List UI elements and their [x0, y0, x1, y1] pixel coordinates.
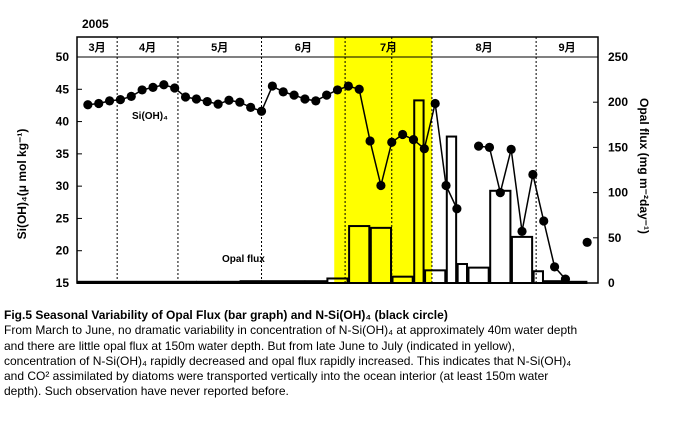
si-oh4-line-segment	[478, 145, 566, 280]
caption-line: and there are little opal flux at 150m w…	[4, 338, 515, 353]
y-left-tick-label: 25	[56, 211, 70, 225]
si-oh4-point	[267, 81, 277, 91]
y-left-axis-label: Si(OH)₄(μ mol kg⁻¹)	[15, 129, 29, 240]
si-oh4-point	[289, 90, 299, 100]
axes: 3月 4月 5月 6月 7月 8月 9月 15 20 25 30 35 40 45 50 0 50 100 150 2…	[56, 36, 628, 290]
si-oh4-point	[430, 98, 440, 109]
month-divider-layer	[116, 37, 537, 283]
caption-title: Fig.5 Seasonal Variability of Opal Flux …	[4, 308, 448, 322]
si-oh4-point	[191, 94, 201, 104]
si-oh4-point	[419, 144, 429, 154]
si-oh4-point	[83, 100, 93, 110]
y-left-tick-label: 40	[56, 115, 70, 129]
si-oh4-point	[224, 95, 234, 105]
caption-line: From March to June, no dramatic variabil…	[4, 323, 578, 338]
month-label: 7月	[380, 41, 397, 54]
si-oh4-point	[159, 80, 169, 90]
si-oh4-point	[202, 96, 212, 107]
y-left-tick-label: 35	[56, 147, 70, 161]
y-left-tick-label: 30	[56, 179, 70, 193]
si-oh4-point	[170, 83, 180, 93]
opal-flux-bars	[76, 99, 588, 285]
opal-flux-bar	[510, 235, 534, 284]
opal-flux-bar	[467, 266, 490, 284]
si-oh4-point	[517, 226, 527, 236]
si-oh4-point	[148, 82, 158, 92]
si-oh4-point	[398, 129, 408, 140]
si-series-label: Si(OH)₄	[132, 111, 168, 122]
opal-series-label: Opal flux	[222, 254, 265, 265]
si-oh4-point	[506, 144, 516, 154]
year-label: 2005	[82, 17, 109, 31]
si-oh4-point	[539, 216, 549, 226]
yellow-highlight-band	[334, 37, 432, 283]
si-oh4-point	[311, 96, 321, 106]
y-right-tick-label: 200	[608, 95, 628, 109]
highlight-band-layer	[334, 37, 432, 283]
si-oh4-point	[376, 180, 386, 191]
si-oh4-points	[83, 80, 592, 284]
si-oh4-point	[332, 85, 343, 95]
si-oh4-point	[180, 92, 191, 102]
si-oh4-point	[549, 262, 560, 272]
si-oh4-point	[560, 274, 571, 284]
opal-flux-bar	[532, 270, 544, 284]
chart: 3月 4月 5月 6月 7月 8月 9月 15 20 25 30 35 40 45 50 0 50 100 150 2…	[15, 17, 651, 290]
si-oh4-point	[441, 180, 451, 191]
si-oh4-point	[235, 97, 245, 107]
si-oh4-point	[484, 142, 495, 152]
month-label: 6月	[295, 41, 312, 54]
y-right-tick-label: 100	[608, 186, 628, 200]
month-label: 4月	[139, 41, 156, 54]
si-oh4-point	[104, 96, 115, 106]
month-label: 8月	[475, 41, 492, 54]
si-oh4-point	[300, 94, 310, 104]
caption-line: concentration of N-Si(OH)₄ rapidly decre…	[4, 353, 572, 368]
y-right-tick-label: 250	[608, 50, 628, 64]
y-left-tick-label: 45	[56, 82, 70, 96]
y-right-tick-label: 50	[608, 231, 622, 245]
month-label: 3月	[89, 41, 106, 54]
si-oh4-point	[278, 87, 288, 97]
si-oh4-point	[343, 81, 353, 91]
caption-line: depth). Such observation have never repo…	[4, 384, 289, 399]
si-oh4-point	[452, 204, 462, 214]
plot-frame	[76, 36, 599, 284]
si-oh4-point	[387, 137, 397, 147]
figure-caption: Fig.5 Seasonal Variability of Opal Flux …	[4, 308, 680, 400]
si-oh4-point	[115, 95, 126, 105]
opal-flux-bar	[489, 189, 512, 285]
y-left-tick-label: 15	[56, 276, 70, 290]
si-oh4-point	[213, 99, 223, 109]
si-oh4-point	[365, 136, 375, 146]
y-right-tick-label: 150	[608, 140, 628, 154]
si-oh4-point	[582, 237, 592, 247]
y-right-tick-label: 0	[608, 276, 615, 290]
y-right-axis-label: Opal flux (mg m⁻²day⁻¹)	[637, 98, 651, 234]
si-oh4-point	[528, 169, 538, 180]
si-oh4-point	[94, 98, 104, 109]
si-oh4-point	[126, 91, 136, 101]
si-oh4-point	[495, 188, 505, 198]
si-oh4-point	[354, 84, 364, 94]
si-oh4-point	[322, 90, 332, 100]
month-label: 5月	[211, 41, 228, 54]
si-oh4-point	[408, 135, 419, 145]
si-oh4-point	[137, 85, 147, 95]
y-left-tick-label: 50	[56, 50, 70, 64]
opal-flux-bar	[456, 263, 469, 284]
si-oh4-point	[256, 106, 267, 116]
month-label: 9月	[559, 41, 576, 54]
si-oh4-point	[474, 141, 484, 151]
caption-line: and CO² assimilated by diatoms were tran…	[4, 369, 549, 384]
y-left-tick-label: 20	[56, 244, 70, 258]
si-oh4-point	[246, 102, 256, 112]
